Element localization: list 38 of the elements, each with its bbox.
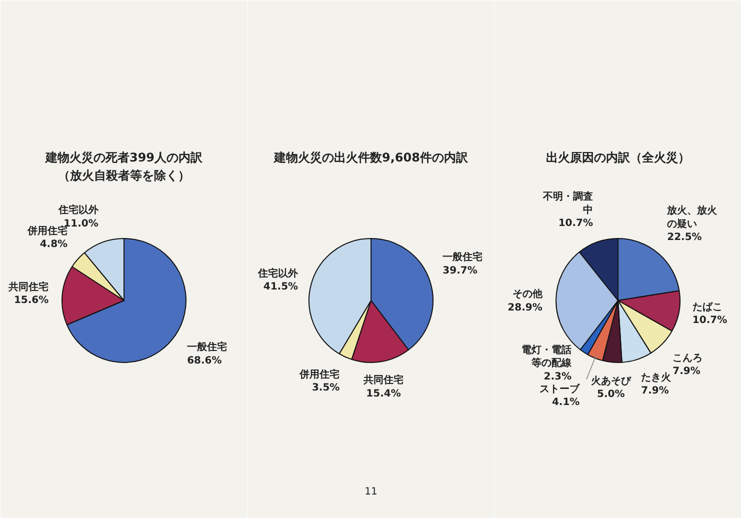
slice-label: 放火、放火の疑い bbox=[666, 204, 718, 230]
slice-label: 一般住宅 bbox=[187, 341, 228, 354]
slice-label: 不明・調査中 bbox=[542, 190, 594, 216]
data-label: 3.5% bbox=[312, 382, 340, 394]
slice-label: その他 bbox=[512, 288, 544, 300]
chart-title: 建物火災の出火件数9,608件の内訳 bbox=[273, 150, 469, 164]
data-label: 4.1% bbox=[552, 397, 580, 408]
slice-label: たき火 bbox=[641, 372, 672, 384]
data-label: 22.5% bbox=[667, 232, 702, 243]
data-label: 15.6% bbox=[14, 294, 49, 306]
data-label: 4.8% bbox=[40, 239, 68, 250]
data-label: 10.7% bbox=[692, 315, 728, 326]
slice-label: ストーブ bbox=[540, 382, 581, 395]
chart-title: 出火原因の内訳（全火災） bbox=[546, 150, 690, 164]
slice-label: 併用住宅 bbox=[26, 224, 68, 237]
data-label: 7.9% bbox=[641, 386, 669, 397]
slice-label: 共同住宅 bbox=[8, 280, 49, 293]
slice-label: 電灯・電話等の配線 bbox=[522, 344, 573, 370]
data-label: 15.4% bbox=[366, 388, 401, 400]
slice-label: 火あそび bbox=[590, 374, 632, 387]
data-label: 39.7% bbox=[442, 265, 478, 276]
slice-label: 一般住宅 bbox=[442, 251, 483, 264]
data-label: 41.5% bbox=[263, 282, 298, 293]
slice-label: 住宅以外 bbox=[257, 267, 300, 280]
data-label: 28.9% bbox=[508, 302, 542, 314]
text: 11 bbox=[364, 486, 378, 498]
chart-subtitle: （放火自殺者等を除く） bbox=[58, 168, 190, 182]
data-label: 2.3% bbox=[544, 371, 572, 382]
data-label: 10.7% bbox=[558, 218, 594, 230]
slice-label: こんろ bbox=[672, 352, 703, 364]
data-label: 68.6% bbox=[187, 355, 222, 366]
data-label: 7.9% bbox=[672, 366, 700, 377]
slice-label: たばこ bbox=[692, 300, 722, 313]
slice-label: 併用住宅 bbox=[298, 368, 340, 380]
chart-title: 建物火災の死者399人の内訳 bbox=[44, 150, 204, 164]
data-label: 5.0% bbox=[597, 389, 625, 400]
slice-label: 住宅以外 bbox=[57, 204, 100, 216]
slice-label: 共同住宅 bbox=[362, 374, 404, 386]
